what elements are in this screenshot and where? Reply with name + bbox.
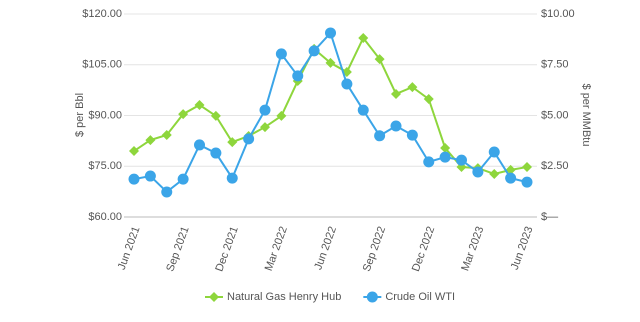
data-point xyxy=(325,27,336,39)
data-point xyxy=(488,146,500,158)
data-point xyxy=(456,154,467,166)
data-point xyxy=(357,104,369,116)
data-point xyxy=(275,48,287,60)
data-point xyxy=(227,137,238,148)
data-point xyxy=(276,110,287,121)
data-point xyxy=(522,162,532,173)
y-axis-title: $ per Bbl xyxy=(74,93,86,137)
data-point xyxy=(358,32,369,43)
y2-axis-title: $ per MMBtu xyxy=(580,84,592,147)
data-point xyxy=(145,135,156,146)
y2-tick-label: $5.00 xyxy=(541,109,569,121)
y-tick-label: $120.00 xyxy=(82,8,122,20)
data-point xyxy=(521,176,533,188)
y2-tick-label: $7.50 xyxy=(541,59,569,71)
x-tick-label: Mar 2023 xyxy=(459,225,486,273)
x-tick-label: Sep 2022 xyxy=(361,225,388,273)
data-point xyxy=(407,82,418,93)
data-point xyxy=(391,88,401,99)
data-point xyxy=(423,94,434,105)
data-point xyxy=(177,173,189,185)
data-point xyxy=(260,122,270,133)
data-point xyxy=(210,110,221,121)
data-point xyxy=(341,78,353,90)
y-tick-label: $60.00 xyxy=(88,211,122,223)
data-point xyxy=(161,186,173,198)
data-point xyxy=(259,104,271,116)
legend-label: Crude Oil WTI xyxy=(385,291,455,303)
data-point xyxy=(194,99,205,110)
y2-tick-label: $2.50 xyxy=(541,160,569,172)
data-point xyxy=(439,151,451,163)
data-point xyxy=(505,172,517,184)
y-tick-label: $90.00 xyxy=(88,109,122,121)
data-point xyxy=(129,146,139,157)
data-point xyxy=(325,57,336,68)
data-point xyxy=(423,156,435,168)
data-point xyxy=(390,120,402,132)
x-tick-label: Jun 2021 xyxy=(116,225,143,272)
data-point xyxy=(144,170,156,182)
y-tick-label: $105.00 xyxy=(82,59,122,71)
y2-tick-label: $— xyxy=(541,211,558,223)
data-point xyxy=(374,54,385,65)
data-point xyxy=(128,173,140,185)
data-point xyxy=(226,172,238,184)
x-tick-label: Dec 2022 xyxy=(410,225,437,273)
data-point xyxy=(440,142,451,153)
data-point xyxy=(292,70,304,82)
data-point xyxy=(194,139,205,151)
data-point xyxy=(210,147,222,159)
data-point xyxy=(374,130,386,142)
data-point xyxy=(489,168,500,179)
x-tick-label: Sep 2021 xyxy=(164,225,191,273)
data-point xyxy=(178,109,189,120)
x-tick-label: Jun 2022 xyxy=(312,225,339,272)
data-point xyxy=(308,45,320,57)
legend-label: Natural Gas Henry Hub xyxy=(227,291,341,303)
legend-marker xyxy=(209,292,219,302)
legend-marker xyxy=(366,291,378,303)
x-tick-label: Jun 2023 xyxy=(509,225,536,272)
y-tick-label: $75.00 xyxy=(88,160,122,172)
x-tick-label: Dec 2021 xyxy=(213,225,240,273)
data-point xyxy=(243,133,255,145)
data-point xyxy=(161,129,172,140)
data-point xyxy=(472,166,484,178)
y2-tick-label: $10.00 xyxy=(541,8,575,20)
data-point xyxy=(406,129,418,141)
x-tick-label: Mar 2022 xyxy=(263,225,290,273)
